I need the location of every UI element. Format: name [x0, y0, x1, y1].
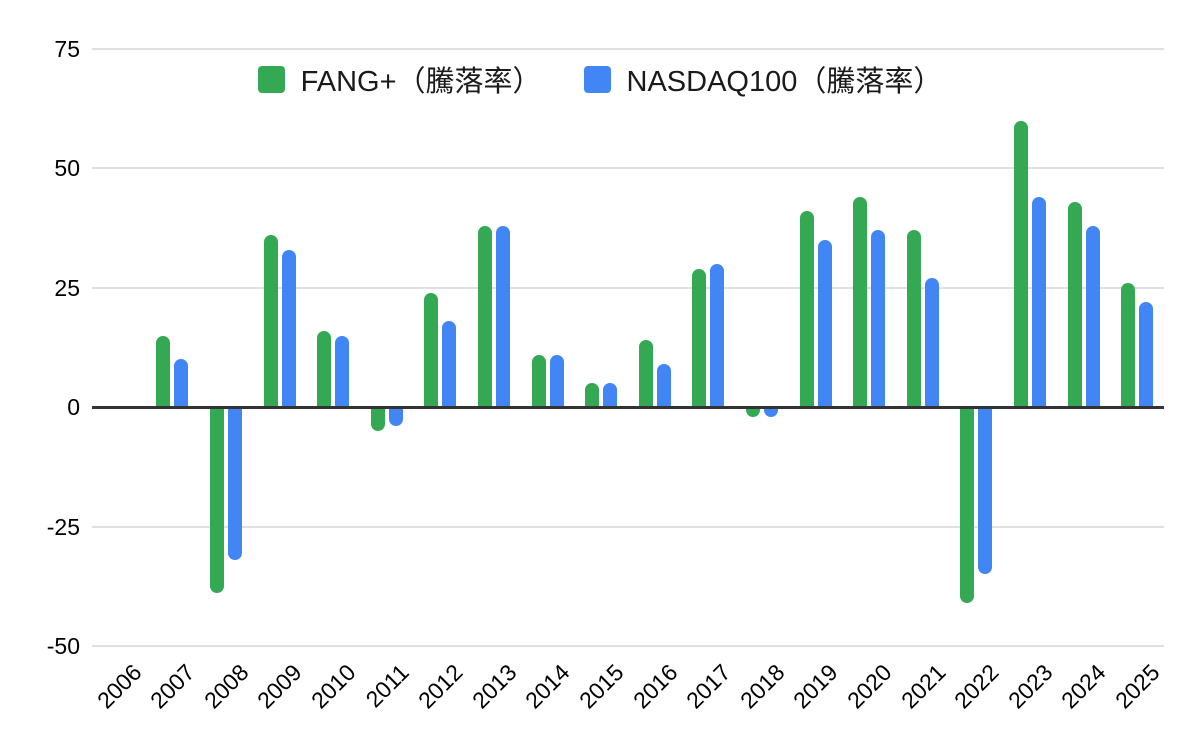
- bar-fang-plus-2010: [317, 330, 332, 408]
- bar-fang-plus-2024: [1067, 201, 1082, 408]
- x-axis-label-2023: 2023: [1002, 659, 1058, 714]
- chart-legend: FANG+（騰落率） NASDAQ100（騰落率）: [0, 58, 1200, 100]
- x-axis-label-2018: 2018: [734, 659, 790, 714]
- legend-item-fang-plus: FANG+（騰落率）: [257, 58, 542, 100]
- bar-nasdaq100-2021: [924, 278, 939, 408]
- x-axis-label-2014: 2014: [520, 659, 575, 714]
- bar-nasdaq100-2007: [174, 359, 189, 408]
- gridline--25: [92, 525, 1164, 528]
- y-axis-label-75: 75: [54, 36, 80, 62]
- y-axis-label-50: 50: [54, 155, 80, 182]
- bar-nasdaq100-2014: [549, 354, 564, 408]
- bar-fang-plus-2022: [960, 407, 975, 603]
- x-axis-label-2013: 2013: [466, 659, 522, 714]
- bar-fang-plus-2008: [210, 407, 224, 594]
- bar-nasdaq100-2024: [1085, 225, 1100, 408]
- x-axis-label-2020: 2020: [842, 659, 897, 714]
- x-axis-label-2016: 2016: [627, 659, 683, 714]
- plot-area: [92, 48, 1164, 647]
- x-axis-label-2024: 2024: [1056, 659, 1111, 714]
- bar-fang-plus-2012: [424, 292, 439, 408]
- bar-fang-plus-2025: [1121, 283, 1136, 408]
- gridline-25: [92, 286, 1164, 289]
- bar-fang-plus-2009: [263, 235, 278, 408]
- x-axis-label-2011: 2011: [360, 659, 415, 713]
- x-axis-label-2007: 2007: [145, 659, 200, 714]
- bar-nasdaq100-2025: [1139, 302, 1154, 408]
- y-axis-label-0: 0: [67, 394, 80, 421]
- y-axis-label--25: -25: [46, 513, 80, 540]
- bar-fang-plus-2011: [370, 407, 385, 432]
- bar-nasdaq100-2017: [710, 263, 725, 408]
- y-axis-label-25: 25: [54, 274, 80, 301]
- x-axis-label-2022: 2022: [949, 659, 1004, 714]
- bar-nasdaq100-2022: [978, 407, 993, 575]
- x-axis-label-2017: 2017: [681, 659, 736, 714]
- bar-fang-plus-2019: [799, 211, 814, 408]
- bar-nasdaq100-2020: [871, 230, 886, 408]
- bar-nasdaq100-2023: [1032, 197, 1046, 408]
- x-axis-label-2009: 2009: [252, 659, 307, 714]
- gridline--50: [92, 645, 1164, 647]
- gridline-75: [92, 48, 1164, 50]
- x-axis-label-2006: 2006: [91, 659, 147, 714]
- bar-fang-plus-2014: [531, 354, 546, 408]
- fang-plus-swatch-icon: [257, 65, 285, 93]
- x-axis-label-2025: 2025: [1110, 659, 1165, 714]
- bar-fang-plus-2021: [906, 230, 921, 408]
- legend-label-nasdaq100: NASDAQ100（騰落率）: [626, 66, 943, 98]
- bar-fang-plus-2013: [478, 225, 492, 408]
- zero-axis-line: [92, 405, 1164, 409]
- bar-fang-plus-2020: [853, 197, 868, 408]
- bar-fang-plus-2017: [692, 268, 707, 408]
- bar-fang-plus-2023: [1014, 120, 1028, 408]
- bar-nasdaq100-2015: [603, 383, 618, 408]
- bar-nasdaq100-2012: [442, 321, 457, 408]
- x-axis-label-2010: 2010: [306, 659, 361, 714]
- x-axis-label-2019: 2019: [788, 659, 843, 714]
- legend-item-nasdaq100: NASDAQ100（騰落率）: [583, 58, 943, 100]
- bar-nasdaq100-2010: [335, 335, 350, 408]
- x-axis-label-2012: 2012: [413, 659, 468, 714]
- x-axis-label-2015: 2015: [574, 659, 629, 714]
- x-axis-label-2021: 2021: [895, 659, 951, 714]
- bar-nasdaq100-2018: [764, 407, 778, 417]
- y-axis-label--50: -50: [46, 633, 80, 659]
- bar-nasdaq100-2013: [496, 225, 510, 408]
- bar-nasdaq100-2019: [817, 240, 832, 408]
- bar-fang-plus-2015: [585, 383, 600, 408]
- bar-nasdaq100-2008: [228, 407, 242, 561]
- legend-label-fang-plus: FANG+（騰落率）: [300, 66, 542, 98]
- bar-nasdaq100-2009: [281, 249, 296, 408]
- bar-fang-plus-2007: [156, 335, 171, 408]
- nasdaq100-swatch-icon: [583, 65, 611, 93]
- x-axis-label-2008: 2008: [198, 659, 254, 714]
- bar-fang-plus-2016: [638, 340, 653, 408]
- bar-fang-plus-2018: [746, 407, 760, 417]
- bar-nasdaq100-2016: [656, 364, 671, 408]
- gridline-50: [92, 167, 1164, 170]
- bar-nasdaq100-2011: [388, 407, 403, 427]
